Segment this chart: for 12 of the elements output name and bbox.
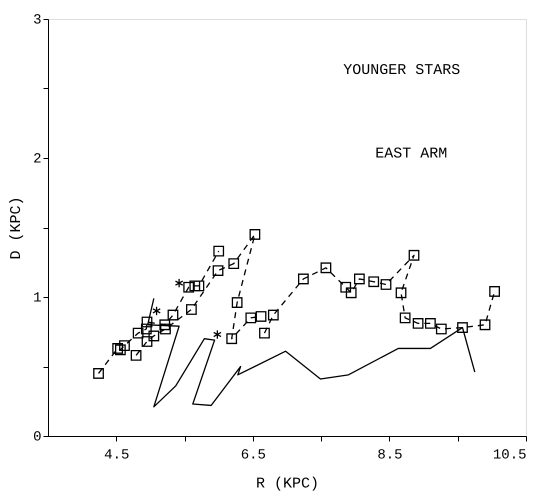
- x-tick-label: 4.5: [104, 448, 130, 464]
- y-tick-label: 2: [33, 152, 42, 168]
- x-axis-title: R (KPC): [256, 476, 320, 491]
- x-tick-label: 8.5: [377, 448, 403, 464]
- annotation: EAST ARM: [375, 145, 448, 162]
- y-tick-label: 1: [33, 290, 42, 306]
- x-tick-label: 10.5: [492, 448, 526, 464]
- y-tick-label: 0: [33, 430, 42, 446]
- x-tick-label: 6.5: [240, 448, 266, 464]
- y-axis-title: D (KPC): [8, 196, 26, 260]
- y-tick-label: 3: [33, 12, 42, 28]
- annotation: YOUNGER STARS: [343, 62, 460, 80]
